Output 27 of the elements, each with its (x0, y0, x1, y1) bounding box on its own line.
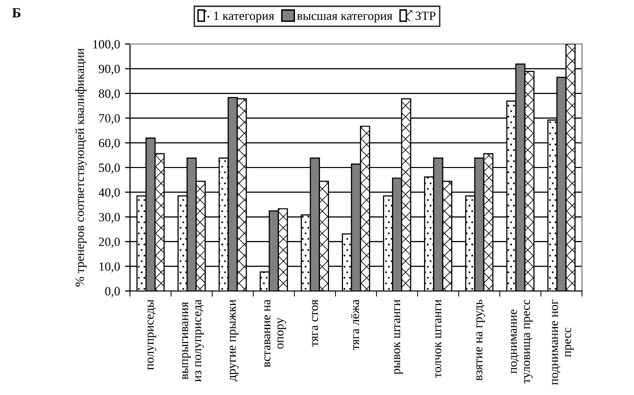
y-tick-label: 30,0 (99, 212, 120, 224)
legend-label: ЗТР (416, 12, 436, 20)
y-tick-label: 90,0 (98, 64, 120, 75)
legend-label: высшая категория (297, 14, 392, 23)
x-tick-label: толчок штанги (435, 300, 442, 378)
y-tick-label: 100,0 (93, 40, 120, 50)
y-tick-label: 10,0 (100, 262, 120, 273)
x-tick-label: вставание на опору (264, 300, 286, 368)
y-tick-label: 50,0 (99, 164, 120, 174)
y-tick-label: 80,0 (98, 89, 120, 100)
x-tick-label: поднимание ног пресс (552, 300, 574, 385)
x-tick-label: другие прыжки (230, 300, 238, 382)
x-tick-label: рывок штанги (394, 300, 403, 374)
y-tick-label: 40,0 (98, 188, 120, 198)
y-axis-title: % тренеров соответствующей квалификации (75, 48, 87, 286)
x-tick-label: тяга стоя (312, 300, 318, 347)
x-tick-label: тяга лёжа (351, 300, 360, 350)
text: Б (12, 8, 20, 18)
y-tick-label: 70,0 (99, 114, 120, 124)
y-tick-label: 20,0 (98, 238, 120, 248)
x-tick-label: полуприседы (148, 300, 156, 370)
x-tick-label: взятие на грудь (476, 300, 485, 381)
x-tick-label: выпрыгивания из полуприседа (182, 300, 204, 382)
x-tick-label: поднимание туловища пресс (510, 300, 533, 384)
y-tick-label: 60,0 (98, 138, 120, 150)
y-tick-label: 0,0 (105, 287, 120, 298)
legend-label: 1 категория (214, 12, 274, 23)
